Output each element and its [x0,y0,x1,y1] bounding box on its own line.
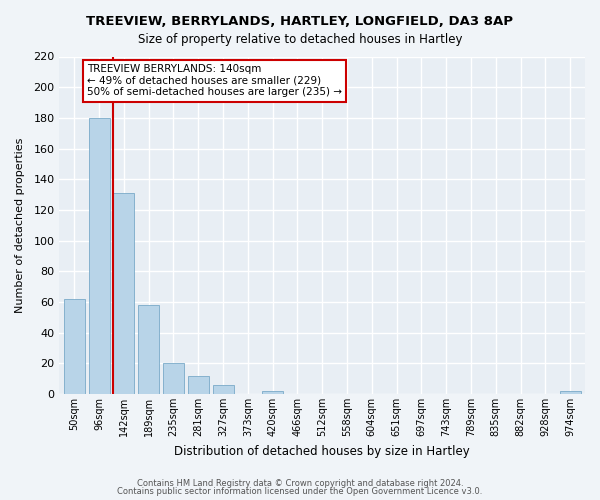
Bar [163,364,184,394]
Text: TREEVIEW, BERRYLANDS, HARTLEY, LONGFIELD, DA3 8AP: TREEVIEW, BERRYLANDS, HARTLEY, LONGFIELD… [86,15,514,28]
X-axis label: Distribution of detached houses by size in Hartley: Distribution of detached houses by size … [175,444,470,458]
Y-axis label: Number of detached properties: Number of detached properties [15,138,25,313]
Text: Contains HM Land Registry data © Crown copyright and database right 2024.: Contains HM Land Registry data © Crown c… [137,478,463,488]
Bar [560,391,581,394]
Bar [113,193,134,394]
Bar [262,391,283,394]
Bar [138,305,159,394]
Bar [64,299,85,394]
Text: TREEVIEW BERRYLANDS: 140sqm
← 49% of detached houses are smaller (229)
50% of se: TREEVIEW BERRYLANDS: 140sqm ← 49% of det… [87,64,342,98]
Bar [89,118,110,394]
Bar [212,385,233,394]
Text: Size of property relative to detached houses in Hartley: Size of property relative to detached ho… [138,32,462,46]
Bar [188,376,209,394]
Title: TREEVIEW, BERRYLANDS, HARTLEY, LONGFIELD, DA3 8AP
Size of property relative to d: TREEVIEW, BERRYLANDS, HARTLEY, LONGFIELD… [0,499,1,500]
Text: Contains public sector information licensed under the Open Government Licence v3: Contains public sector information licen… [118,487,482,496]
